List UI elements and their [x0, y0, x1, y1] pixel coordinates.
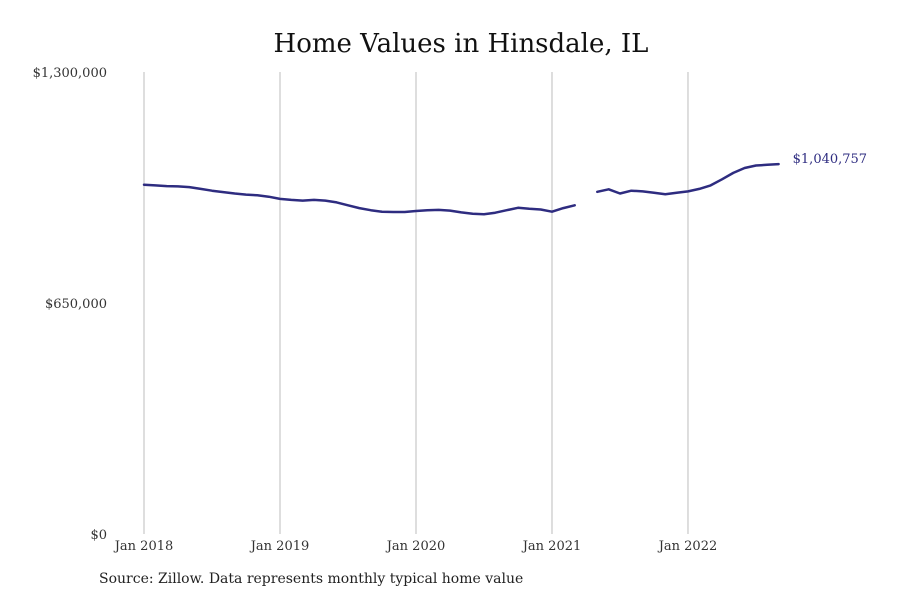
gridlines [143, 72, 689, 534]
series-line [142, 162, 780, 216]
x-tick-label: Jan 2021 [521, 539, 582, 554]
chart-title: Home Values in Hinsdale, IL [274, 29, 649, 59]
series-line-segment-0 [142, 183, 576, 216]
y-axis: $0 $650,000 $1,300,000 [33, 66, 107, 543]
y-tick-label: $1,300,000 [33, 66, 107, 81]
x-tick-label: Jan 2019 [249, 539, 310, 554]
end-value-label: $1,040,757 [793, 152, 867, 167]
x-tick-label: Jan 2018 [113, 539, 174, 554]
series-line-segment-1 [596, 162, 780, 196]
x-tick-label: Jan 2022 [657, 539, 718, 554]
x-tick-label: Jan 2020 [385, 539, 446, 554]
y-tick-label: $0 [90, 528, 107, 543]
y-tick-label: $650,000 [45, 297, 107, 312]
source-note: Source: Zillow. Data represents monthly … [99, 571, 524, 587]
x-axis: Jan 2018 Jan 2019 Jan 2020 Jan 2021 Jan 2022 [113, 539, 718, 554]
